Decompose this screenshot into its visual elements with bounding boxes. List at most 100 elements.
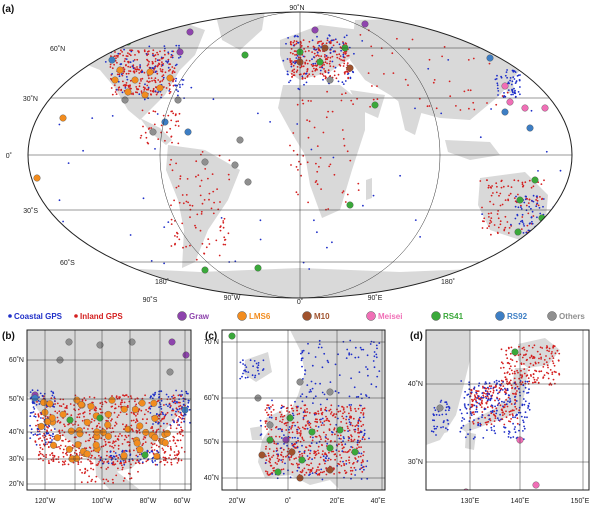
coastal-gps-site (475, 400, 478, 403)
inland-gps-site (538, 357, 540, 360)
inland-gps-site (54, 403, 56, 405)
radiosonde-station-marker (163, 429, 171, 437)
inland-gps-site (369, 105, 371, 108)
inland-gps-site (328, 165, 331, 168)
inland-gps-site (126, 441, 129, 443)
coastal-gps-site (500, 418, 502, 421)
coastal-gps-site (312, 397, 315, 400)
inland-gps-site (528, 179, 531, 182)
inland-gps-site (333, 473, 335, 475)
inland-gps-site (507, 232, 510, 234)
coastal-gps-site (154, 65, 157, 68)
coastal-gps-site (148, 45, 151, 48)
inland-gps-site (498, 194, 500, 197)
inland-gps-site (143, 71, 146, 74)
coastal-gps-site (311, 458, 313, 461)
coastal-gps-site (132, 60, 135, 62)
inland-gps-site (104, 400, 107, 403)
coastal-gps-site (38, 403, 41, 405)
radiosonde-station-marker (311, 26, 319, 34)
coastal-gps-site (296, 123, 299, 125)
coastal-gps-site (114, 452, 117, 454)
coastal-gps-site (488, 382, 491, 385)
inland-gps-site (66, 413, 69, 415)
inland-gps-site (41, 439, 43, 442)
inland-gps-site (212, 190, 215, 193)
inland-gps-site (150, 93, 152, 96)
coastal-gps-site (342, 436, 345, 438)
inland-gps-site (481, 227, 484, 229)
inland-gps-site (185, 194, 188, 196)
inland-gps-site (293, 50, 296, 52)
coastal-gps-site (53, 428, 56, 430)
coastal-gps-site (522, 384, 525, 387)
inland-gps-site (361, 459, 364, 462)
inland-gps-site (495, 407, 498, 410)
inland-gps-site (557, 359, 560, 362)
inland-gps-site (138, 429, 141, 432)
coastal-gps-site (212, 98, 215, 101)
inland-gps-site (342, 190, 345, 193)
inland-gps-site (194, 224, 196, 227)
coastal-gps-site (524, 198, 527, 201)
inland-gps-site (477, 397, 480, 400)
inland-gps-site (218, 254, 221, 257)
inland-gps-site (146, 64, 149, 67)
inland-gps-site (122, 84, 125, 87)
coastal-gps-site (543, 227, 545, 230)
inland-gps-site (322, 450, 324, 452)
inland-gps-site (392, 72, 395, 74)
coastal-gps-site (511, 80, 514, 83)
inland-gps-site (177, 410, 180, 413)
inland-gps-site (130, 411, 133, 414)
coastal-gps-site (514, 396, 516, 398)
inland-gps-site (327, 56, 329, 59)
inland-gps-site (543, 179, 545, 182)
inland-gps-site (300, 174, 302, 177)
radiosonde-station-marker (274, 468, 282, 476)
radiosonde-station-marker (73, 454, 81, 462)
radiosonde-station-marker (131, 76, 139, 84)
coastal-gps-site (509, 79, 511, 82)
inland-gps-site (112, 461, 115, 464)
coastal-gps-site (539, 212, 542, 215)
inland-gps-site (296, 430, 298, 433)
inland-gps-site (331, 110, 334, 113)
inland-gps-site (114, 407, 116, 410)
inland-gps-site (537, 377, 539, 379)
inland-gps-site (179, 416, 182, 419)
inland-gps-site (487, 184, 490, 187)
inland-gps-site (210, 207, 213, 210)
coastal-gps-site (370, 383, 373, 386)
inland-gps-site (71, 444, 74, 446)
inland-gps-site (540, 356, 542, 359)
coastal-gps-site (330, 39, 333, 42)
inland-gps-site (510, 403, 513, 405)
radiosonde-station-marker (46, 400, 54, 408)
inland-gps-site (201, 202, 204, 205)
inland-gps-site (289, 144, 291, 147)
inland-gps-site (488, 62, 491, 65)
coastal-gps-site (164, 414, 167, 417)
inland-gps-site (333, 74, 336, 77)
panel-c-lat-50n: 50˚N (204, 438, 219, 446)
inland-gps-site (485, 402, 488, 405)
inland-gps-site (330, 42, 332, 44)
inland-gps-site (476, 390, 479, 393)
coastal-gps-site (129, 234, 132, 236)
coastal-gps-site (510, 223, 512, 226)
coastal-gps-site (178, 408, 181, 410)
coastal-gps-site (49, 434, 52, 437)
coastal-gps-site (37, 399, 40, 402)
coastal-gps-site (160, 390, 163, 393)
inland-gps-site (172, 394, 175, 397)
inland-gps-site (309, 452, 311, 455)
coastal-gps-site (125, 76, 128, 78)
inland-gps-site (477, 421, 479, 424)
inland-gps-site (471, 404, 474, 407)
inland-gps-site (367, 72, 370, 74)
inland-gps-site (540, 183, 543, 186)
coastal-gps-site (179, 394, 181, 396)
panel-b-label: (b) (2, 331, 15, 342)
coastal-gps-site (149, 407, 152, 410)
